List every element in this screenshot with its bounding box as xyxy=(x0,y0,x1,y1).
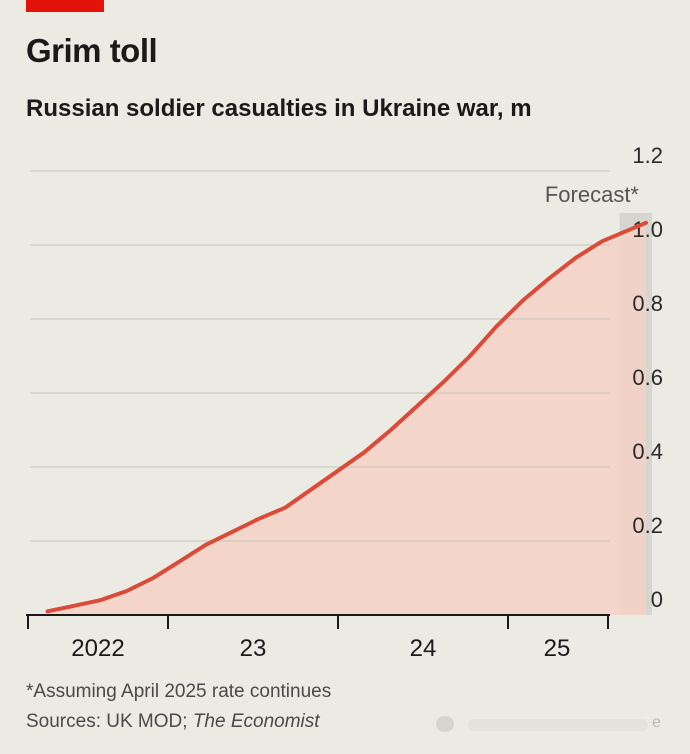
x-tick-label: 25 xyxy=(544,635,571,662)
footnote: *Assuming April 2025 rate continues xyxy=(26,681,332,702)
y-tick-label: 0.8 xyxy=(632,291,663,316)
series-line xyxy=(45,220,648,614)
y-tick-label: 0.4 xyxy=(632,439,663,464)
y-tick-label: 0.2 xyxy=(632,513,663,538)
brand-tag xyxy=(26,0,104,12)
y-tick-label: 1.0 xyxy=(632,217,663,242)
watermark: e xyxy=(436,714,666,738)
y-tick-label: 0.6 xyxy=(632,365,663,390)
chart-subtitle: Russian soldier casualties in Ukraine wa… xyxy=(26,95,532,122)
watermark-text: e xyxy=(652,714,661,731)
source-prefix: Sources: UK MOD; xyxy=(26,711,193,732)
source-note: Sources: UK MOD; The Economist xyxy=(26,711,320,733)
series-area xyxy=(47,222,647,616)
x-tick-label: 24 xyxy=(410,635,437,662)
watermark-icon xyxy=(436,716,454,732)
forecast-label: Forecast* xyxy=(545,182,640,207)
watermark-bar xyxy=(468,719,648,731)
x-tick-label: 23 xyxy=(240,635,267,662)
chart-title: Grim toll xyxy=(26,32,158,69)
y-tick-label: 0 xyxy=(651,587,663,612)
source-italic: The Economist xyxy=(192,711,320,732)
x-tick-label: 2022 xyxy=(71,635,124,662)
y-tick-label: 1.2 xyxy=(632,143,663,168)
